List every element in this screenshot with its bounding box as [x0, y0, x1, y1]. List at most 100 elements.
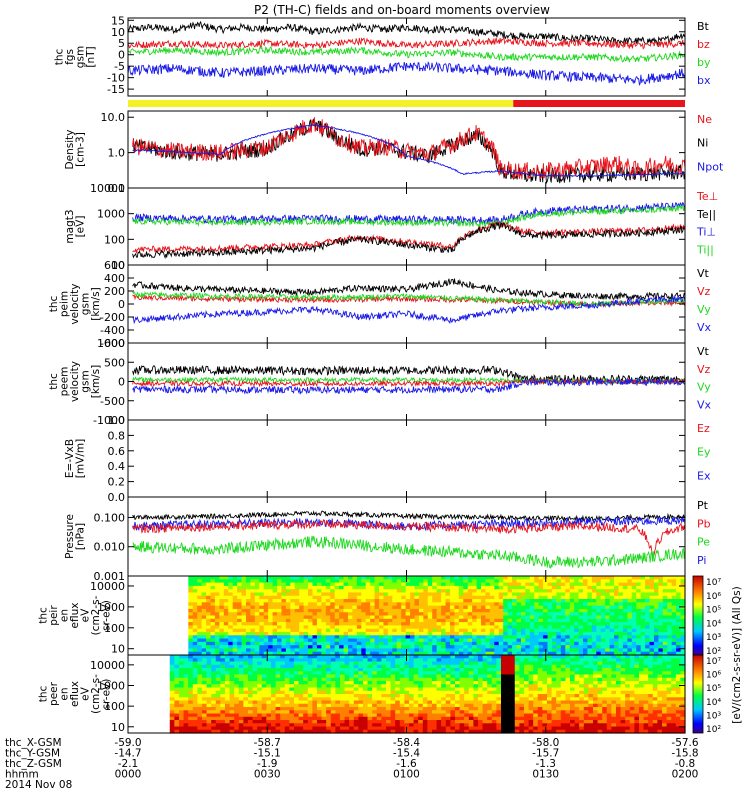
spectrogram-cell — [627, 618, 633, 623]
spectrogram-cell — [211, 661, 217, 666]
spectrogram-cell — [374, 585, 380, 590]
spectrogram-cell — [183, 655, 189, 659]
spectrogram-cell — [344, 668, 350, 672]
spectrogram-cell — [308, 602, 314, 607]
spectrogram-cell — [223, 595, 229, 600]
spectrogram-cell — [485, 599, 491, 603]
spectrogram-cell — [547, 615, 553, 620]
ylabel-temp: [eV] — [74, 216, 86, 238]
series-line-fgs-red — [127, 37, 686, 50]
spectrogram-cell — [358, 684, 364, 689]
spectrogram-cell — [514, 664, 520, 669]
spectrogram-cell — [383, 608, 389, 613]
spectrogram-cell — [399, 681, 405, 685]
spectrogram-cell — [662, 651, 668, 656]
spectrogram-cell — [316, 651, 322, 656]
spectrogram-cell — [658, 641, 664, 646]
spectrogram-cell — [423, 628, 429, 633]
spectrogram-cell — [285, 576, 291, 580]
spectrogram-cell — [270, 655, 277, 659]
spectrogram-cell — [418, 648, 424, 653]
spectrogram-cell — [241, 615, 247, 620]
spectrogram-cell — [454, 582, 460, 587]
spectrogram-cell — [667, 589, 673, 594]
spectrogram-cell — [445, 645, 451, 650]
spectrogram-cell — [525, 612, 531, 617]
spectrogram-cell — [220, 710, 226, 715]
spectrogram-cell — [349, 684, 355, 689]
spectrogram-cell — [500, 700, 507, 705]
spectrogram-cell — [494, 651, 500, 656]
spectrogram-cell — [307, 658, 313, 663]
spectrogram-cell — [556, 631, 562, 636]
spectrogram-cell — [206, 599, 212, 603]
spectrogram-cell — [379, 608, 385, 613]
spectrogram-cell — [605, 635, 611, 640]
spectrogram-cell — [583, 641, 589, 646]
spectrogram-cell — [330, 723, 336, 728]
spectrogram-cell — [503, 589, 509, 594]
spectrogram-cell — [339, 589, 345, 594]
spectrogram-cell — [261, 703, 267, 708]
spectrogram-cell — [565, 576, 571, 580]
spectrogram-cell — [405, 589, 411, 594]
spectrogram-cell — [401, 645, 407, 650]
spectrogram-cell — [277, 576, 283, 580]
spectrogram-cell — [214, 645, 220, 650]
spectrogram-cell — [210, 602, 216, 607]
spectrogram-cell — [516, 645, 522, 650]
spectrogram-cell — [477, 687, 484, 692]
legend-entry-peim: Vt — [697, 267, 710, 280]
spectrogram-cell — [252, 710, 258, 715]
spectrogram-cell — [379, 618, 385, 623]
spectrogram-cell — [383, 615, 389, 620]
ytick-label-density: 10.0 — [101, 111, 126, 124]
spectrogram-cell — [510, 677, 516, 682]
spectrogram-cell — [533, 658, 539, 663]
spectrogram-cell — [330, 612, 336, 617]
spectrogram-cell — [565, 608, 571, 613]
spectrogram-cell — [413, 661, 419, 666]
spectrogram-cell — [445, 697, 451, 702]
spectrogram-cell — [330, 631, 336, 636]
spectrogram-cell — [321, 720, 327, 724]
spectrogram-cell — [197, 645, 203, 650]
spectrogram-cell — [459, 716, 465, 721]
spectrogram-cell — [627, 622, 633, 626]
spectrogram-cell — [215, 694, 221, 698]
spectrogram-cell — [358, 664, 364, 669]
spectrogram-cell — [578, 635, 584, 640]
spectrogram-cell — [404, 668, 410, 672]
spectrogram-cell — [232, 602, 238, 607]
spectrogram-cell — [574, 585, 580, 590]
spectrogram-cell — [537, 671, 543, 676]
spectrogram-cell — [219, 651, 225, 656]
spectrogram-cell — [224, 664, 231, 669]
spectrogram-cell — [422, 684, 428, 689]
spectrogram-cell — [542, 703, 548, 708]
spectrogram-cell — [316, 585, 322, 590]
spectrogram-cell — [476, 605, 482, 610]
ytick-label-temp: 10 — [111, 259, 125, 272]
spectrogram-cell — [519, 661, 525, 666]
spectrogram-cell — [206, 697, 212, 702]
spectrogram-cell — [326, 716, 332, 721]
spectrogram-cell — [224, 729, 231, 734]
spectrogram-cell — [321, 582, 327, 587]
spectrogram-cell — [210, 622, 216, 626]
spectrogram-cell — [614, 622, 620, 626]
spectrogram-cell — [392, 615, 398, 620]
spectrogram-cell — [525, 579, 531, 584]
spectrogram-cell — [219, 631, 225, 636]
spectrogram-cell — [423, 579, 429, 584]
spectrogram-cell — [339, 608, 345, 613]
spectrogram-cell — [257, 694, 263, 698]
spectrogram-cell — [259, 625, 265, 630]
spectrogram-cell — [631, 576, 637, 580]
spectrogram-cell — [243, 700, 249, 705]
spectrogram-cell — [569, 645, 575, 650]
spectrogram-cell — [459, 694, 465, 698]
spectrogram-cell — [645, 589, 651, 594]
spectrogram-cell — [237, 625, 243, 630]
spectrogram-cell — [223, 625, 229, 630]
